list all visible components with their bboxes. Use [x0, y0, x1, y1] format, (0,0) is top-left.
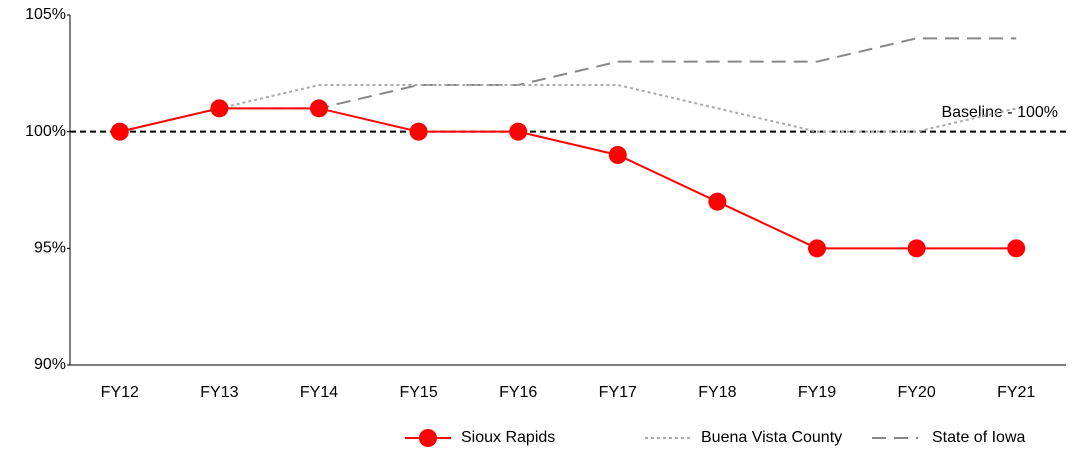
- marker: [110, 122, 129, 141]
- marker: [808, 239, 826, 258]
- marker: [1007, 239, 1026, 258]
- y-tick-label: 105%: [25, 6, 66, 23]
- series-line: [119, 107, 1017, 250]
- x-tick-label: FY20: [897, 384, 935, 401]
- x-tick-label: FY14: [300, 384, 338, 401]
- marker: [509, 122, 528, 141]
- x-tick-label: FY12: [101, 384, 139, 401]
- y-tick-label: 90%: [34, 356, 66, 373]
- y-tick-label: 100%: [25, 123, 66, 140]
- x-tick-label: FY18: [698, 384, 736, 401]
- marker: [907, 239, 926, 258]
- marker: [310, 99, 328, 118]
- legend-label: State of Iowa: [932, 429, 1025, 446]
- marker: [608, 146, 627, 164]
- x-tick-label: FY13: [200, 384, 238, 401]
- series-line: [119, 37, 1017, 133]
- marker: [409, 122, 428, 141]
- series-line: [119, 84, 1017, 133]
- x-tick-label: FY15: [399, 384, 437, 401]
- x-tick-label: FY17: [599, 384, 637, 401]
- legend-marker: [419, 429, 437, 447]
- y-tick-label: 95%: [34, 240, 66, 257]
- legend-label: Buena Vista County: [701, 429, 842, 446]
- x-tick-label: FY19: [798, 384, 836, 401]
- x-tick-label: FY16: [499, 384, 537, 401]
- baseline-label: Baseline - 100%: [941, 104, 1058, 121]
- marker: [210, 99, 229, 118]
- legend-label: Sioux Rapids: [461, 429, 555, 446]
- x-tick-label: FY21: [997, 384, 1035, 401]
- marker: [708, 192, 727, 211]
